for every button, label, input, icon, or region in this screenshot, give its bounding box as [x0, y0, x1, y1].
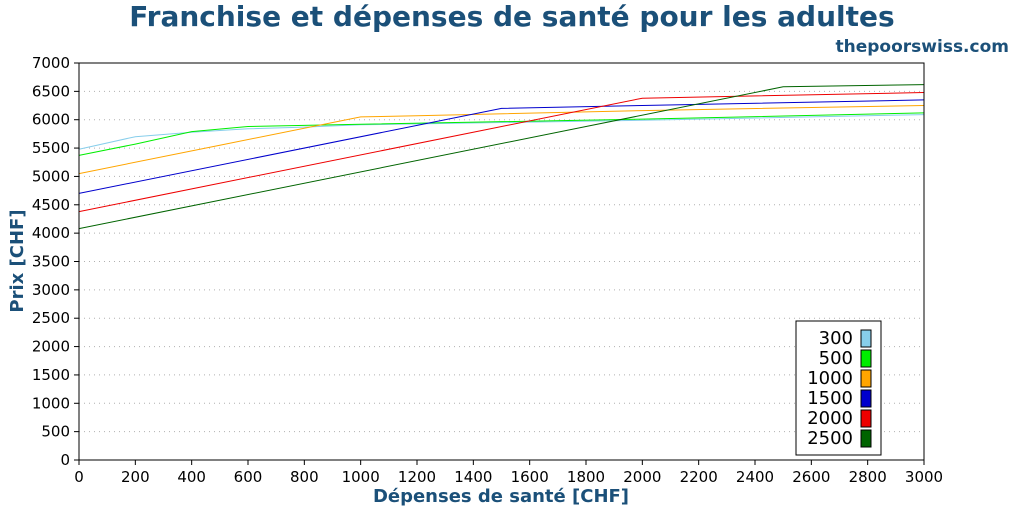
x-tick-label: 1200 [398, 468, 436, 486]
y-tick-label: 1500 [32, 366, 70, 384]
y-tick-label: 2500 [32, 309, 70, 327]
series-line-2000 [78, 92, 925, 213]
series-lines [78, 84, 925, 230]
y-axis-title: Prix [CHF] [7, 209, 28, 312]
y-tick-label: 4500 [32, 196, 70, 214]
legend-label-1000: 1000 [807, 368, 853, 389]
series-line-1000 [78, 105, 925, 175]
series-line-1500 [78, 99, 925, 194]
x-tick-label: 2800 [849, 468, 887, 486]
x-tick-label: 2400 [736, 468, 774, 486]
y-tick-label: 5500 [32, 139, 70, 157]
series-line-2500 [78, 84, 925, 230]
x-tick-label: 200 [121, 468, 150, 486]
x-axis-title: Dépenses de santé [CHF] [373, 486, 629, 507]
y-tick-label: 7000 [32, 54, 70, 72]
x-axis: 0 200 400 600 800 1000 1200 1400 1600 1800 2000 220… [74, 460, 943, 486]
y-tick-label: 4000 [32, 224, 70, 242]
series-line-500 [78, 112, 925, 156]
x-tick-label: 2000 [623, 468, 661, 486]
x-tick-label: 1600 [511, 468, 549, 486]
x-tick-label: 1000 [342, 468, 380, 486]
legend-swatch-2500 [860, 429, 872, 448]
legend-swatch-500 [860, 349, 872, 368]
y-axis: 0 500 1000 1500 2000 2500 3000 3500 4000 4500 5000… [32, 54, 79, 469]
series-line-300 [78, 114, 925, 150]
y-tick-label: 5000 [32, 167, 70, 185]
x-tick-label: 600 [234, 468, 263, 486]
x-tick-label: 2200 [680, 468, 718, 486]
y-tick-label: 500 [41, 423, 70, 441]
y-tick-label: 3000 [32, 281, 70, 299]
chart-title: Franchise et dépenses de santé pour les … [129, 0, 894, 33]
x-tick-label: 1400 [454, 468, 492, 486]
legend-swatch-1000 [860, 369, 872, 388]
x-tick-label: 3000 [905, 468, 943, 486]
x-tick-label: 0 [74, 468, 84, 486]
y-tick-label: 0 [60, 451, 70, 469]
x-tick-label: 400 [177, 468, 206, 486]
y-tick-label: 6500 [32, 82, 70, 100]
y-tick-label: 6000 [32, 111, 70, 129]
y-tick-label: 1000 [32, 394, 70, 412]
source-label: thepoorswiss.com [836, 37, 1010, 57]
legend-swatch-1500 [860, 389, 872, 408]
legend-label-2000: 2000 [807, 408, 853, 429]
legend-label-2500: 2500 [807, 428, 853, 449]
x-tick-label: 2600 [792, 468, 830, 486]
legend-label-300: 300 [819, 328, 853, 349]
grid [79, 90, 924, 433]
y-tick-label: 2000 [32, 338, 70, 356]
legend-label-1500: 1500 [807, 388, 853, 409]
x-tick-label: 800 [290, 468, 319, 486]
legend-label-500: 500 [819, 348, 853, 369]
y-tick-label: 3500 [32, 253, 70, 271]
legend-swatch-2000 [860, 409, 872, 428]
x-tick-label: 1800 [567, 468, 605, 486]
legend-swatch-300 [860, 329, 872, 348]
